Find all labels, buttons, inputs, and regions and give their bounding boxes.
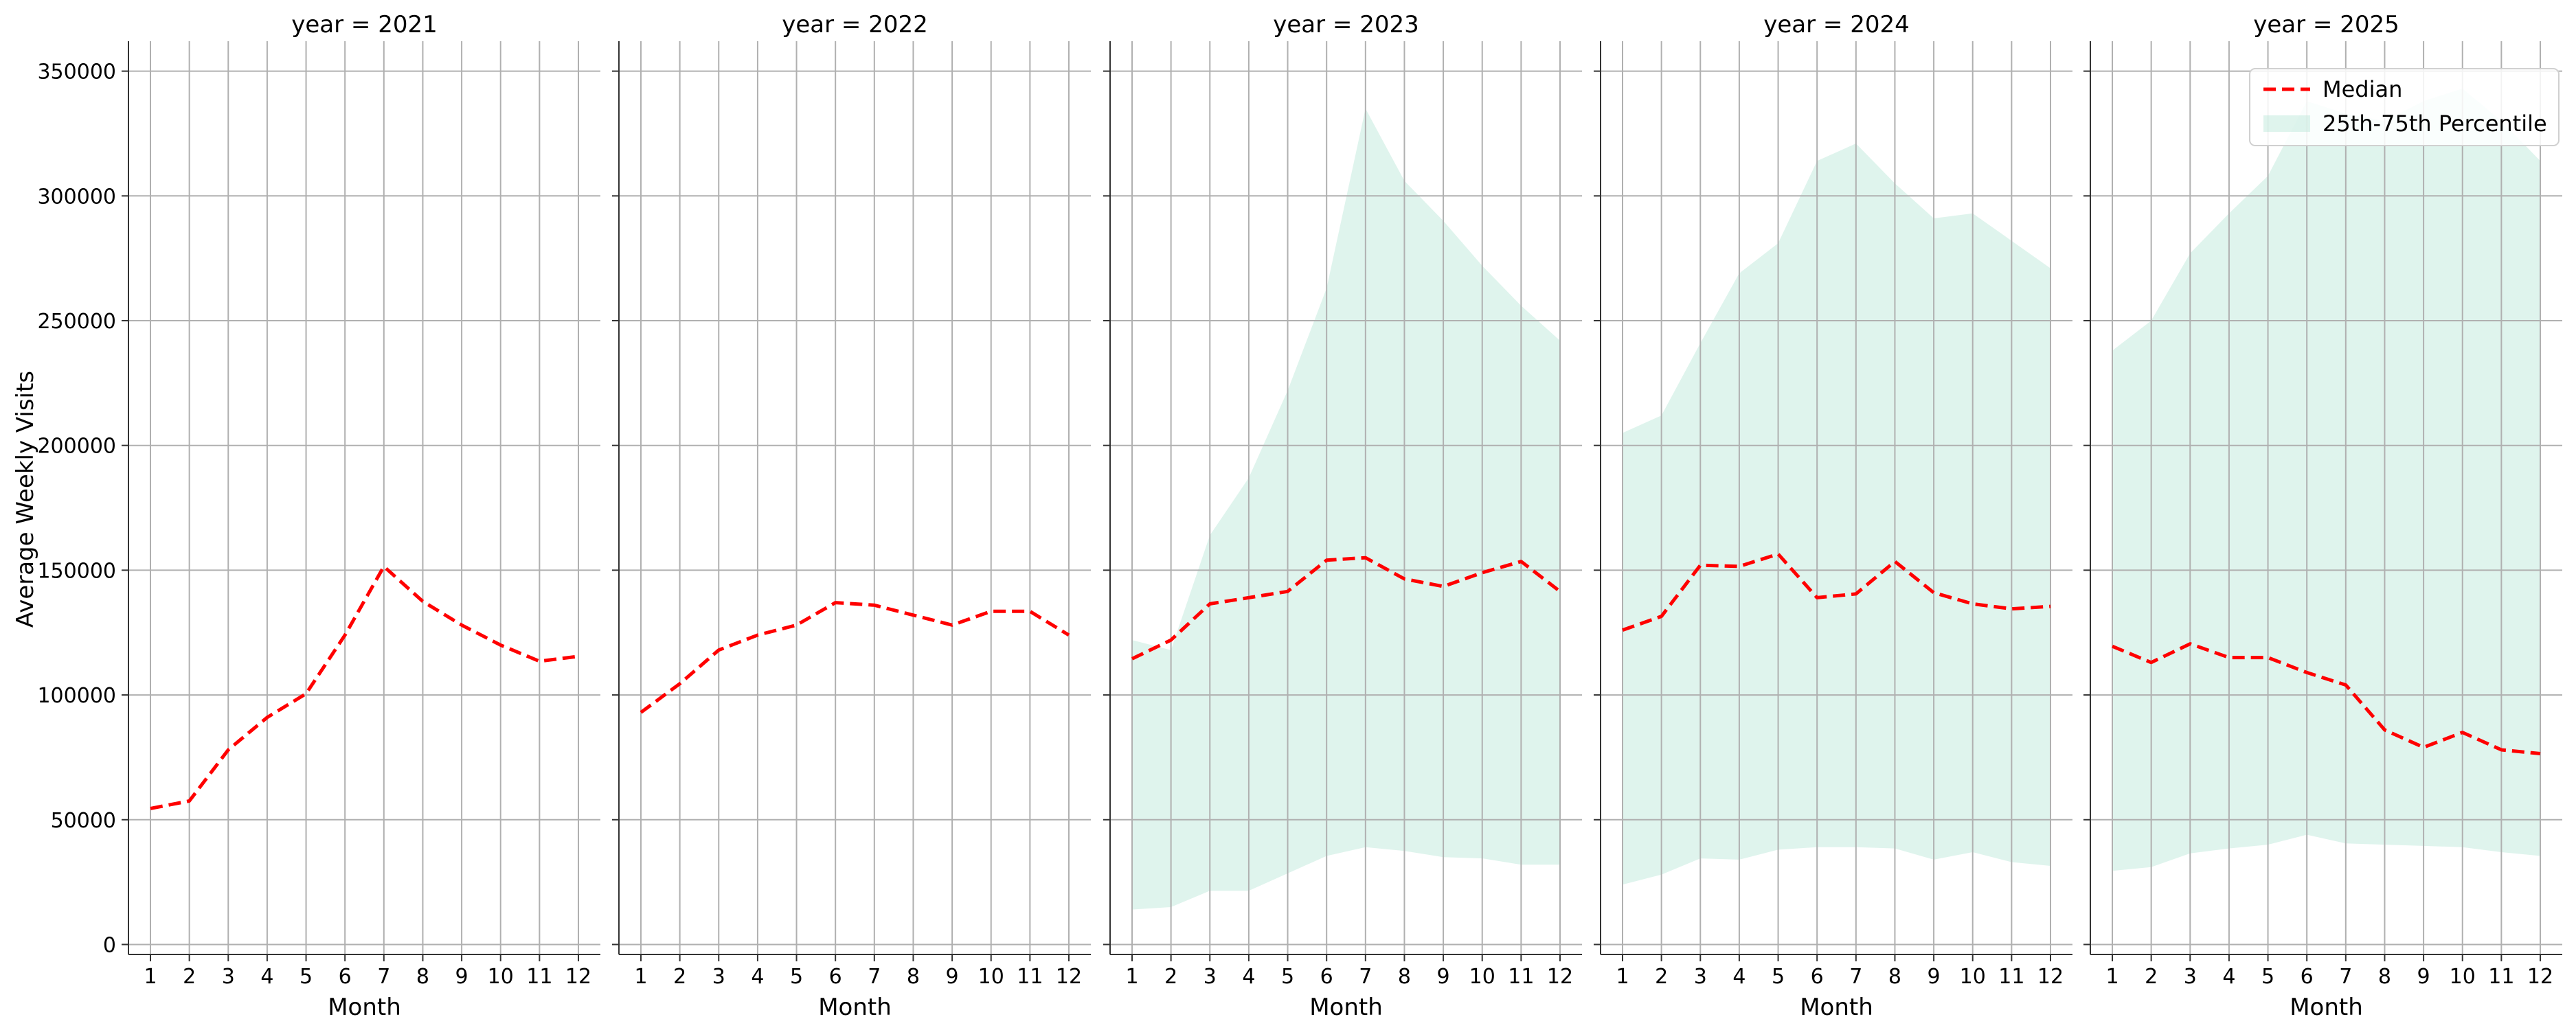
x-tick-label: 12 — [2037, 965, 2064, 989]
x-tick-label: 10 — [488, 965, 514, 989]
x-tick-label: 8 — [1398, 965, 1411, 989]
x-tick-label: 11 — [1998, 965, 2024, 989]
median-line — [150, 564, 579, 810]
y-tick-label: 100000 — [37, 684, 116, 708]
legend-band-swatch — [2263, 115, 2310, 132]
x-tick-label: 7 — [377, 965, 390, 989]
legend: Median 25th-75th Percentile — [2249, 68, 2560, 146]
x-tick-label: 5 — [2261, 965, 2274, 989]
legend-label: Median — [2323, 76, 2402, 102]
x-tick-label: 6 — [829, 965, 842, 989]
y-tick-label: 200000 — [37, 435, 116, 459]
x-tick-label: 8 — [1888, 965, 1901, 989]
x-tick-label: 7 — [1849, 965, 1862, 989]
percentile-band — [1623, 144, 2050, 885]
percentile-band — [2112, 89, 2540, 871]
x-tick-label: 8 — [907, 965, 920, 989]
percentile-band — [1132, 108, 1560, 910]
x-axis-label: Month — [2290, 994, 2363, 1021]
x-tick-label: 9 — [1928, 965, 1941, 989]
x-tick-label: 3 — [222, 965, 235, 989]
y-tick-label: 350000 — [37, 60, 116, 84]
panel-title: year = 2025 — [2253, 11, 2399, 38]
x-tick-label: 1 — [634, 965, 647, 989]
x-tick-label: 3 — [2184, 965, 2197, 989]
x-tick-label: 12 — [565, 965, 591, 989]
x-tick-label: 3 — [1204, 965, 1217, 989]
panel-title: year = 2021 — [291, 11, 437, 38]
x-tick-label: 10 — [1960, 965, 1986, 989]
y-tick-label: 300000 — [37, 185, 116, 209]
median-line — [640, 601, 1070, 714]
x-tick-label: 3 — [712, 965, 725, 989]
x-tick-label: 4 — [1242, 965, 1255, 989]
y-tick-label: 250000 — [37, 310, 116, 334]
panel-title: year = 2022 — [782, 11, 927, 38]
median-line — [1131, 556, 1561, 661]
x-axis-label: Month — [328, 994, 401, 1021]
x-tick-label: 2 — [2145, 965, 2158, 989]
median-line — [1622, 552, 2051, 632]
x-tick-label: 10 — [1469, 965, 1495, 989]
x-tick-label: 1 — [1125, 965, 1138, 989]
x-tick-label: 2 — [673, 965, 686, 989]
x-axis-label: Month — [818, 994, 892, 1021]
panel-title: year = 2023 — [1273, 11, 1419, 38]
panel-title: year = 2024 — [1763, 11, 1909, 38]
x-tick-label: 3 — [1694, 965, 1707, 989]
legend-box — [2249, 68, 2560, 146]
chart-panels: 1 2 3 4 5 6 7 8 9 10 11 120500001000001500002000002… — [37, 11, 2562, 1021]
x-tick-label: 4 — [260, 965, 273, 989]
y-tick-label: 0 — [103, 933, 116, 957]
x-tick-label: 7 — [2339, 965, 2352, 989]
x-tick-label: 8 — [2378, 965, 2391, 989]
x-tick-label: 7 — [868, 965, 881, 989]
x-tick-label: 11 — [2488, 965, 2514, 989]
y-tick-label: 150000 — [37, 559, 116, 583]
x-tick-label: 2 — [1655, 965, 1668, 989]
x-tick-label: 12 — [1547, 965, 1573, 989]
y-tick-label: 50000 — [51, 809, 116, 833]
median-line — [2112, 642, 2541, 755]
x-tick-label: 6 — [2301, 965, 2314, 989]
x-tick-label: 9 — [455, 965, 468, 989]
x-tick-label: 6 — [1320, 965, 1333, 989]
x-tick-label: 2 — [183, 965, 196, 989]
x-tick-label: 5 — [1281, 965, 1294, 989]
x-tick-label: 1 — [144, 965, 157, 989]
x-tick-label: 1 — [1616, 965, 1629, 989]
x-axis-label: Month — [1309, 994, 1383, 1021]
x-tick-label: 10 — [978, 965, 1004, 989]
x-tick-label: 9 — [1437, 965, 1450, 989]
x-tick-label: 7 — [1359, 965, 1372, 989]
x-tick-label: 6 — [1811, 965, 1824, 989]
x-tick-label: 10 — [2450, 965, 2476, 989]
x-tick-label: 9 — [2417, 965, 2430, 989]
x-tick-label: 12 — [1056, 965, 1082, 989]
x-tick-label: 8 — [416, 965, 429, 989]
x-tick-label: 9 — [946, 965, 959, 989]
x-axis-label: Month — [1800, 994, 1873, 1021]
x-tick-label: 12 — [2527, 965, 2553, 989]
x-tick-label: 4 — [2222, 965, 2235, 989]
x-tick-label: 2 — [1164, 965, 1177, 989]
x-tick-label: 5 — [790, 965, 803, 989]
x-tick-label: 11 — [1017, 965, 1043, 989]
x-tick-label: 1 — [2105, 965, 2119, 989]
x-tick-label: 6 — [339, 965, 352, 989]
x-tick-label: 5 — [1772, 965, 1785, 989]
x-tick-label: 11 — [526, 965, 552, 989]
panel-1: 1 2 3 4 5 6 7 8 9 10 11 120500001000001500002000002… — [37, 11, 600, 1021]
x-tick-label: 11 — [1508, 965, 1534, 989]
legend-label: 25th-75th Percentile — [2323, 111, 2547, 137]
x-tick-label: 4 — [1732, 965, 1745, 989]
x-tick-label: 5 — [300, 965, 313, 989]
x-tick-label: 4 — [751, 965, 764, 989]
y-axis-label: Average Weekly Visits — [12, 371, 39, 628]
